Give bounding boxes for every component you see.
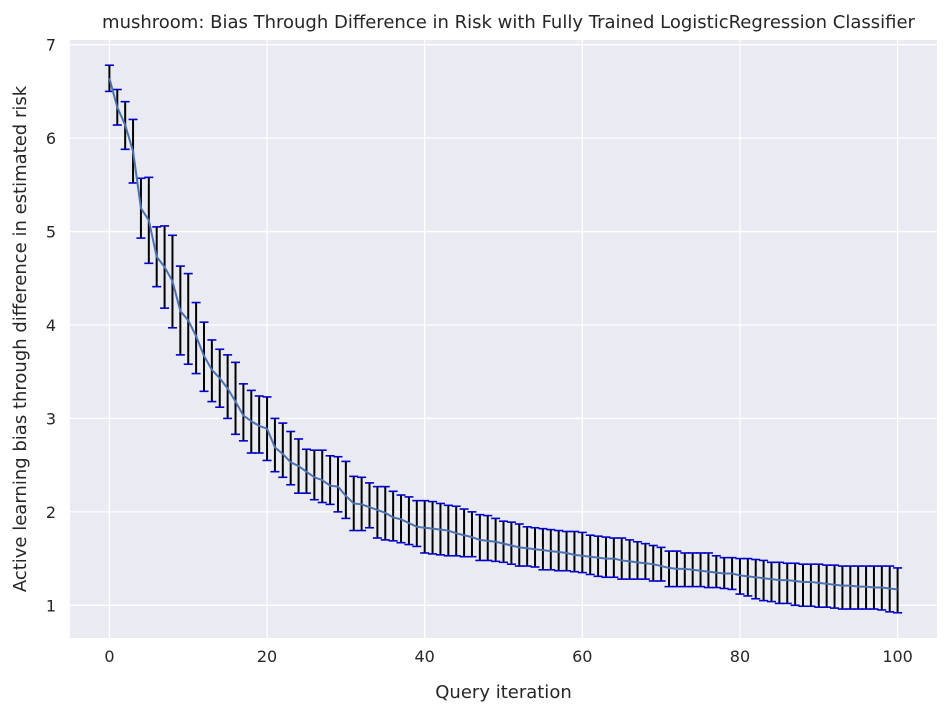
- y-tick-labels: 1 2 3 4 5 6 7: [46, 36, 56, 616]
- mean-line: [108, 78, 898, 591]
- x-tick-label: 0: [104, 647, 114, 666]
- y-tick-label: 4: [46, 316, 56, 335]
- y-tick-label: 7: [46, 36, 56, 55]
- y-tick-label: 3: [46, 409, 56, 428]
- y-axis-label: Active learning bias through difference …: [10, 85, 31, 592]
- x-tick-label: 60: [572, 647, 592, 666]
- x-tick-labels: 0 20 40 60 80 100: [104, 647, 913, 666]
- y-tick-label: 2: [46, 503, 56, 522]
- x-tick-label: 40: [415, 647, 435, 666]
- y-tick-label: 5: [46, 223, 56, 242]
- y-tick-label: 1: [46, 596, 56, 615]
- grid: [70, 40, 937, 638]
- x-tick-label: 100: [882, 647, 913, 666]
- x-tick-label: 20: [257, 647, 277, 666]
- x-tick-label: 80: [730, 647, 750, 666]
- y-tick-label: 6: [46, 129, 56, 148]
- x-axis-label: Query iteration: [435, 682, 571, 703]
- chart-title: mushroom: Bias Through Difference in Ris…: [102, 12, 916, 33]
